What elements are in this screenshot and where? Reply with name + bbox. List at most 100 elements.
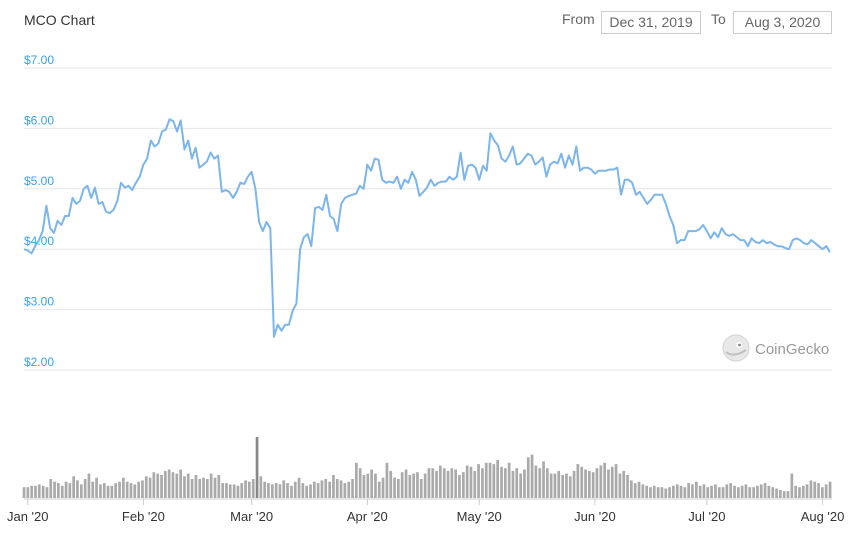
to-label: To [711,11,726,27]
volume-bar [576,464,580,498]
volume-bar [821,487,824,498]
grid-lines [24,67,832,371]
volume-bar [771,487,775,498]
volume-bar [110,485,114,498]
volume-bar [290,485,293,498]
volume-bar [542,461,545,498]
volume-bar [64,481,68,498]
volume-bar [626,475,629,498]
volume-bar [660,487,664,498]
volume-bar [645,485,648,498]
volume-bar [30,485,33,498]
volume-bar [377,481,381,498]
volume-bar [251,479,255,498]
volume-bar [49,479,53,498]
x-tick-label: Jan '20 [7,509,49,524]
volume-bar [225,483,228,498]
volume-bar [106,485,110,498]
volume-bar [263,481,266,498]
volume-bar [446,470,450,498]
volume-bar [144,476,148,498]
from-date-input[interactable]: Dec 31, 2019 [601,11,701,34]
volume-bar [679,485,683,498]
volume-bar [500,466,503,498]
volume-bar [515,468,519,498]
volume-bar [389,470,393,498]
volume-bar [282,480,286,498]
x-tick-label: Feb '20 [122,509,165,524]
volume-bar [293,481,297,498]
volume-bar [530,454,534,498]
volume-bar [95,477,98,498]
volume-bar [595,468,599,498]
volume-bar [523,469,526,498]
price-line[interactable] [23,118,831,338]
volume-bar [809,480,813,498]
volume-bar [122,477,125,498]
volume-bar [209,473,213,498]
volume-bar [740,485,744,498]
y-tick-label: $6.00 [24,113,54,127]
volume-bar [355,462,358,498]
volume-bar [324,479,328,498]
x-tick-label: Aug '20 [801,509,845,524]
volume-bar [706,487,710,498]
volume-bar [171,472,175,498]
volume-bar [450,468,454,498]
volume-bar [72,476,75,498]
volume-bar [156,473,160,498]
volume-bar [416,472,419,498]
volume-bar [22,487,26,498]
volume-bar [759,484,763,498]
volume-bar [714,484,717,498]
volume-bar [248,481,251,498]
volume-bar [259,476,263,498]
volume-bar [630,480,633,498]
volume-bar [687,483,690,498]
volume-bar [790,473,794,498]
volume-bar [828,481,832,498]
volume-bar [412,473,415,498]
y-axis-ticks: $7.00$6.00$5.00$4.00$3.00$2.00 [24,53,54,369]
volume-bar [649,487,652,498]
y-tick-label: $3.00 [24,295,54,309]
volume-bar [53,481,56,498]
volume-bar [366,473,370,498]
volume-bar [469,466,473,498]
volume-bar [37,484,41,498]
volume-bar [725,484,729,498]
volume-bar [87,473,91,498]
volume-bar [80,484,83,498]
volume-bar [385,462,389,498]
volume-bar [691,484,694,498]
volume-bar [565,473,568,498]
x-axis-ticks: Jan '20 Feb '20 Mar '20 Apr '20 May '20 Jun '… [7,499,844,524]
x-tick-label: Apr '20 [347,509,388,524]
y-tick-label: $7.00 [24,53,54,67]
volume-bar [824,484,828,498]
y-tick-label: $2.00 [24,355,54,369]
volume-bar [26,487,30,498]
volume-bar [186,473,190,498]
to-date-input[interactable]: Aug 3, 2020 [733,11,832,34]
x-tick-label: Jul '20 [688,509,725,524]
volume-bar [129,483,133,498]
volume-bar [473,470,477,498]
volume-bar [213,477,217,498]
x-tick-label: Jun '20 [574,509,616,524]
volume-bar [393,477,396,498]
volume-bar [202,477,205,498]
volume-bar [721,487,725,498]
volume-bar [557,470,561,498]
volume-bar [427,468,431,498]
volume-bar [477,464,480,498]
volume-bar [488,462,492,498]
volume-bar [68,483,72,498]
volume-bar [221,483,224,498]
volume-bar [228,484,232,498]
volume-bar [148,477,152,498]
gecko-icon [722,334,750,362]
volume-bar [779,489,782,498]
volume-bar [133,484,137,498]
volume-bar [618,473,622,498]
